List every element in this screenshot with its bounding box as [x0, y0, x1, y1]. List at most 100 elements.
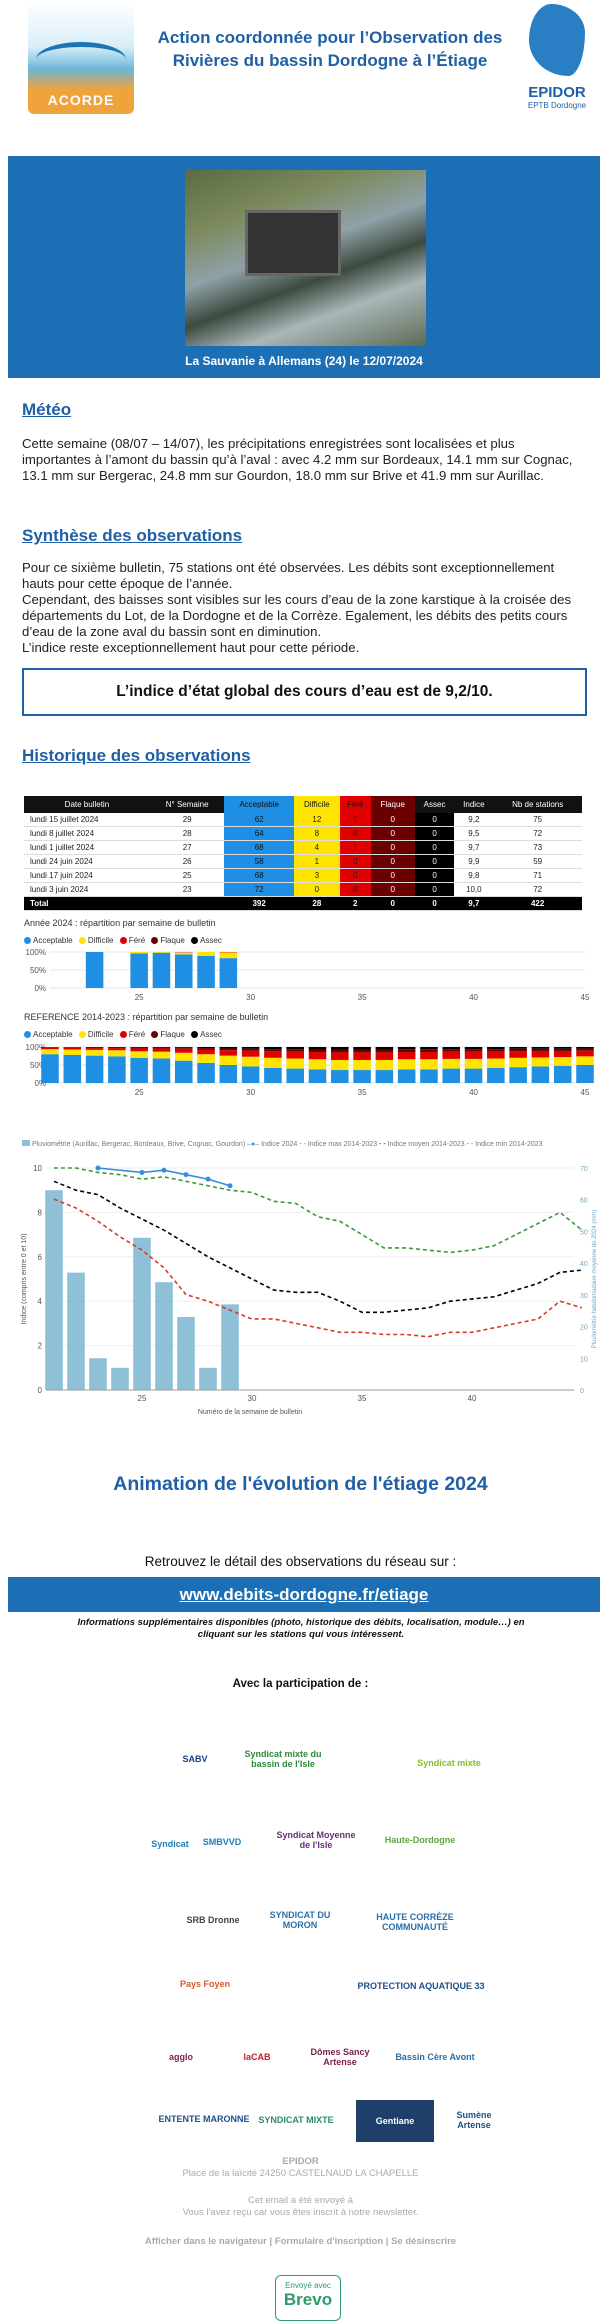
- table-row: lundi 3 juin 2024 23 72 0 0 0 0 10,0 72: [24, 882, 582, 897]
- table-cell: 0: [414, 813, 455, 827]
- bar-segment: [85, 952, 104, 988]
- bar-segment: [197, 1049, 215, 1055]
- partner-logo[interactable]: SMBVVD: [202, 1837, 242, 1847]
- bar-segment: [397, 1047, 416, 1050]
- table-cell: 9,7: [454, 840, 494, 855]
- bar-segment: [442, 1049, 461, 1052]
- bar-segment: [308, 1069, 327, 1083]
- rain-bar: [177, 1317, 195, 1390]
- x-tick-label: 25: [138, 1394, 147, 1403]
- legend-swatch-2024: –●–: [247, 1141, 260, 1148]
- table-cell: 68: [224, 840, 294, 855]
- x-tick-label: 30: [246, 993, 255, 1002]
- bar-segment: [464, 1068, 483, 1083]
- partner-logo[interactable]: Syndicat: [151, 1839, 189, 1849]
- legend-label: Indice min 2014-2023: [475, 1141, 543, 1148]
- table-total-row: Total 392 28 2 0 0 9,7 422: [24, 896, 582, 911]
- table-cell: 26: [149, 854, 225, 869]
- table-cell: 0: [414, 840, 455, 855]
- bar-segment: [174, 1047, 193, 1048]
- legend-dot-assec: [191, 1031, 199, 1038]
- partner-logo[interactable]: Syndicat mixte: [417, 1758, 481, 1768]
- table-cell: 9,5: [454, 826, 494, 841]
- acorde-logo-text: ACORDE: [47, 92, 115, 108]
- legend-label: Assec: [200, 936, 222, 945]
- partner-logo[interactable]: laCAB: [243, 2052, 271, 2062]
- y2-tick-label: 60: [580, 1198, 588, 1205]
- partner-logo[interactable]: Syndicat mixte du bassin de l'Isle: [244, 1749, 322, 1769]
- bar-segment: [331, 1047, 349, 1050]
- table-cell: 3: [293, 868, 340, 883]
- bar-segment: [353, 1059, 371, 1071]
- y2-tick-label: 20: [580, 1325, 588, 1332]
- partner-logo[interactable]: ENTENTE MARONNE: [158, 2114, 250, 2124]
- partner-logo[interactable]: Pays Foyen: [179, 1979, 231, 1989]
- table-row: lundi 24 juin 2024 26 58 1 0 0 0 9,9 59: [24, 854, 582, 869]
- bar-segment: [487, 1047, 505, 1050]
- partner-logo[interactable]: SABV: [182, 1754, 208, 1764]
- partner-logo[interactable]: [347, 1733, 403, 1785]
- bar-segment: [553, 1050, 572, 1058]
- partner-logo[interactable]: PROTECTION AQUATIQUE 33: [357, 1981, 485, 1991]
- bar-segment: [219, 958, 238, 988]
- bar-segment: [531, 1047, 550, 1049]
- partner-logo[interactable]: Sumène Artense: [456, 2110, 492, 2130]
- animation-title[interactable]: Animation de l'évolution de l'étiage 202…: [113, 1473, 488, 1495]
- bar-segment: [420, 1049, 438, 1053]
- river-photo[interactable]: [185, 170, 426, 346]
- x-tick-label: 30: [246, 1088, 255, 1097]
- bar-segment: [174, 952, 193, 955]
- table-header-row: Date bulletin N° Semaine Acceptable Diff…: [24, 796, 582, 813]
- table-cell: 64: [224, 826, 294, 841]
- partner-logo[interactable]: Bassin Cère Avont: [395, 2052, 475, 2062]
- bar-segment: [420, 1069, 438, 1083]
- footer-links[interactable]: Afficher dans le navigateur | Formulaire…: [144, 2236, 457, 2247]
- wave-icon: [36, 42, 126, 77]
- legend-dot-acceptable: [24, 1031, 31, 1038]
- bar-segment: [197, 1047, 215, 1049]
- y-tick-label: 10: [33, 1164, 42, 1173]
- index-2024-point: [95, 1165, 101, 1171]
- x-tick-label: 25: [135, 993, 144, 1002]
- partner-logo[interactable]: SYNDICAT MIXTE: [258, 2115, 334, 2125]
- table-cell: 0: [339, 868, 371, 883]
- brevo-logo: Brevo: [283, 2290, 333, 2309]
- bar-segment: [63, 1054, 82, 1083]
- partner-logo[interactable]: agglo: [169, 2052, 193, 2062]
- debits-link[interactable]: www.debits-dordogne.fr/etiage: [179, 1585, 429, 1604]
- col-date: Date bulletin: [24, 796, 150, 813]
- partner-logo[interactable]: SYNDICAT DU MORON: [269, 1910, 331, 1930]
- index-min-line: [53, 1198, 583, 1338]
- bar-segment: [219, 1065, 238, 1083]
- legend-dot-fere: [119, 1031, 127, 1038]
- partner-logo[interactable]: Dômes Sancy Artense: [310, 2047, 370, 2067]
- partner-logo[interactable]: Gentiane: [356, 2100, 434, 2142]
- brevo-badge[interactable]: Envoyé avec Brevo: [275, 2275, 341, 2321]
- partner-logo[interactable]: Haute-Dordogne: [384, 1835, 456, 1845]
- table-cell: 12: [293, 813, 340, 827]
- x-tick-label: 35: [358, 1088, 367, 1097]
- partner-logo[interactable]: HAUTE CORRÈZE COMMUNAUTÉ: [376, 1912, 454, 1932]
- bar-segment: [108, 1047, 126, 1049]
- synthese-p2: Cependant, des baisses sont visibles sur…: [22, 592, 572, 639]
- bar-segment: [286, 1058, 304, 1069]
- y-tick-label: 4: [38, 1297, 43, 1306]
- bar-segment: [197, 1062, 215, 1083]
- partner-logo[interactable]: [278, 1960, 328, 2000]
- y2-tick-label: 70: [580, 1166, 588, 1173]
- table-cell: 0: [370, 896, 415, 911]
- partners-heading: Avec la participation de :: [232, 1678, 369, 1690]
- bar-segment: [197, 1054, 215, 1063]
- table-cell: [149, 896, 225, 911]
- partner-logo[interactable]: Syndicat Moyenne de l'Isle: [276, 1830, 356, 1850]
- footer-reason: Vous l'avez reçu car vous êtes inscrit à…: [182, 2207, 419, 2218]
- meteo-text: Cette semaine (08/07 – 14/07), les préci…: [22, 436, 573, 483]
- table-cell: 9,2: [454, 813, 494, 827]
- bar-segment: [375, 1070, 394, 1083]
- table-cell: 71: [493, 868, 582, 883]
- bar-segment: [219, 1047, 238, 1049]
- bar-segment: [130, 1057, 148, 1083]
- bar-segment: [576, 1065, 594, 1083]
- bar-segment: [152, 1058, 171, 1083]
- partner-logo[interactable]: SRB Dronne: [186, 1915, 240, 1925]
